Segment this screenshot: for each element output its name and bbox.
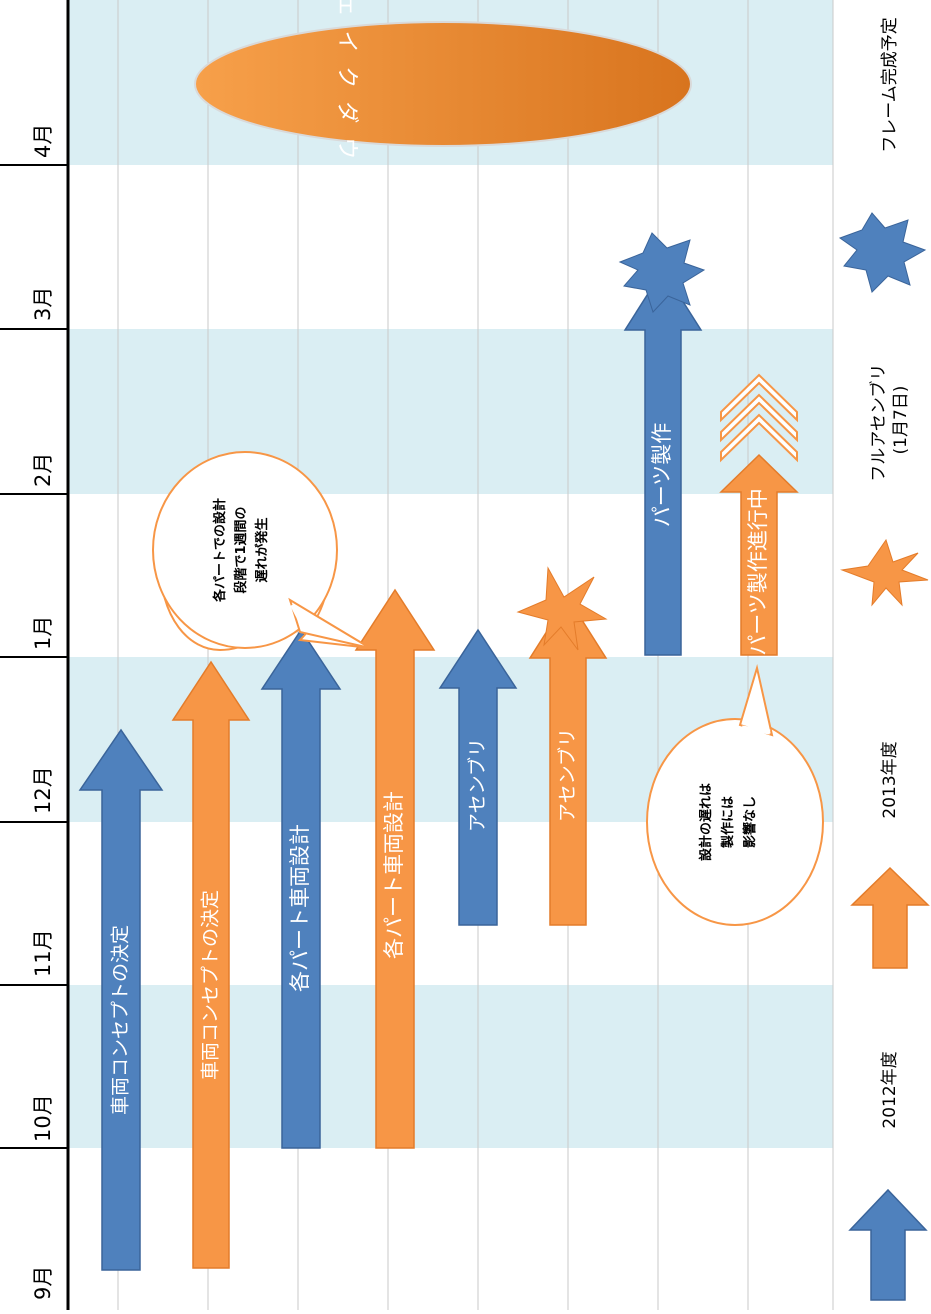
arrow-orange-concept [171,660,251,1269]
arrow-orange-assembly [528,596,608,926]
legend-blue-arrow-icon [848,1188,928,1301]
callout-delay: 各パートでの設計 段階で1週間の 遅れが発生 [152,451,371,652]
month-labels: 9月 10月 11月 12月 1月 2月 3月 4月 [31,124,55,1300]
arrow-label: 各パート車両設計 [288,824,312,992]
legend-orange-arrow-icon [850,866,930,969]
legend-blue-star-label: フレーム完成予定 [880,17,900,153]
arrow-label: 各パート車両設計 [382,791,406,959]
arrow-blue-assembly [438,628,518,926]
chevron-outline-3 [720,373,798,423]
arrow-label: パーツ製作 [650,423,674,528]
shakedown-label: シェイクダウン [334,0,359,209]
arrow-label: 車両コンセプトの決定 [200,890,222,1080]
month-label: 11月 [31,929,55,977]
month-label: 10月 [31,1094,55,1142]
arrow-blue-design [260,628,342,1149]
legend-orange-star-icon [840,538,929,607]
arrow-label: 車両コンセプトの決定 [110,925,132,1115]
legend: 2012年度 2013年度 フルアセンブリ (1月7日) フレーム完成予定 [838,17,930,1301]
month-label: 12月 [31,766,55,814]
band-10 [68,985,833,1148]
callout-no-impact-line: 影響なし [742,796,758,848]
star-orange-icon [516,566,608,651]
legend-orange-arrow-label: 2013年度 [880,741,900,818]
legend-blue-arrow-label: 2012年度 [880,1051,900,1128]
chevron-outline-1 [720,413,798,463]
milestone-stars [516,232,706,651]
arrow-blue-concept [78,728,164,1271]
legend-orange-star-label: フルアセンブリ (1月7日) [868,358,911,482]
arrow-orange-design [354,588,436,1149]
month-label: 1月 [31,616,55,650]
callout-no-impact: 設計の遅れは 製作には 影響なし [646,664,824,926]
legend-blue-star-icon [838,212,927,293]
month-label: 4月 [31,124,55,158]
star-blue-icon [618,232,706,313]
chevron-outline-2 [720,393,798,443]
arrow-label: アセンブリ [466,738,489,832]
callout-no-impact-line: 設計の遅れは [698,783,714,861]
callout-no-impact-line: 製作には [720,796,736,849]
callout-delay-line: 遅れが発生 [254,517,270,582]
task-arrows: 車両コンセプトの決定 車両コンセプトの決定 各パート車両設計 各パート車両設計 … [78,268,799,1271]
month-label: 3月 [31,287,55,321]
month-label: 9月 [31,1266,55,1300]
shakedown-oval [194,21,692,147]
arrow-label: パーツ製作進行中 [746,488,770,656]
month-separators [0,164,68,1149]
band-2 [68,329,833,494]
callout-delay-line: 各パートでの設計 [212,498,228,603]
arrow-label: アセンブリ [556,728,579,822]
month-label: 2月 [31,453,55,487]
callout-delay-line: 段階で1週間の [233,506,249,593]
arrow-orange-parts [719,453,799,656]
